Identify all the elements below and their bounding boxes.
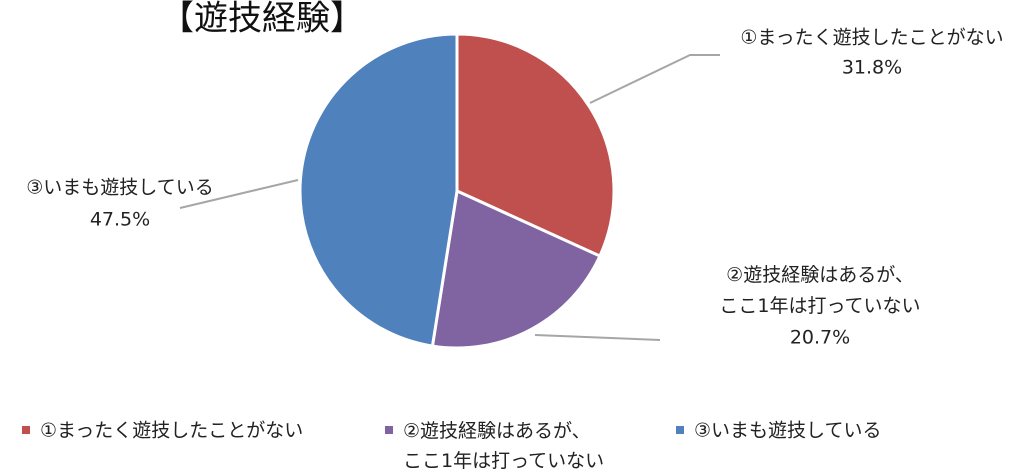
legend-label: ②遊技経験はあるが、ここ1年は打っていない: [403, 420, 604, 472]
slice-value: 47.5%: [90, 209, 150, 231]
leader-line: [534, 334, 661, 341]
pie-slice: [455, 32, 616, 259]
legend-marker: [22, 426, 30, 434]
slice-value: 31.8%: [842, 57, 902, 79]
legend-label: ①まったく遊技したことがない: [40, 420, 303, 442]
legend-marker: [385, 426, 393, 434]
legend-label: ③いまも遊技している: [694, 420, 881, 442]
slice-value: 20.7%: [790, 327, 850, 349]
leader-line: [589, 54, 720, 104]
pie-slice: [298, 32, 459, 348]
leader-line: [179, 179, 299, 209]
legend-marker: [676, 426, 684, 434]
chart-title: 【遊技経験】: [160, 0, 364, 39]
pie-slice: [430, 188, 602, 350]
slice-label: ③いまも遊技している: [26, 177, 213, 199]
slice-label: ②遊技経験はあるが、ここ1年は打っていない: [719, 264, 920, 317]
slice-label: ①まったく遊技したことがない: [740, 27, 1003, 49]
